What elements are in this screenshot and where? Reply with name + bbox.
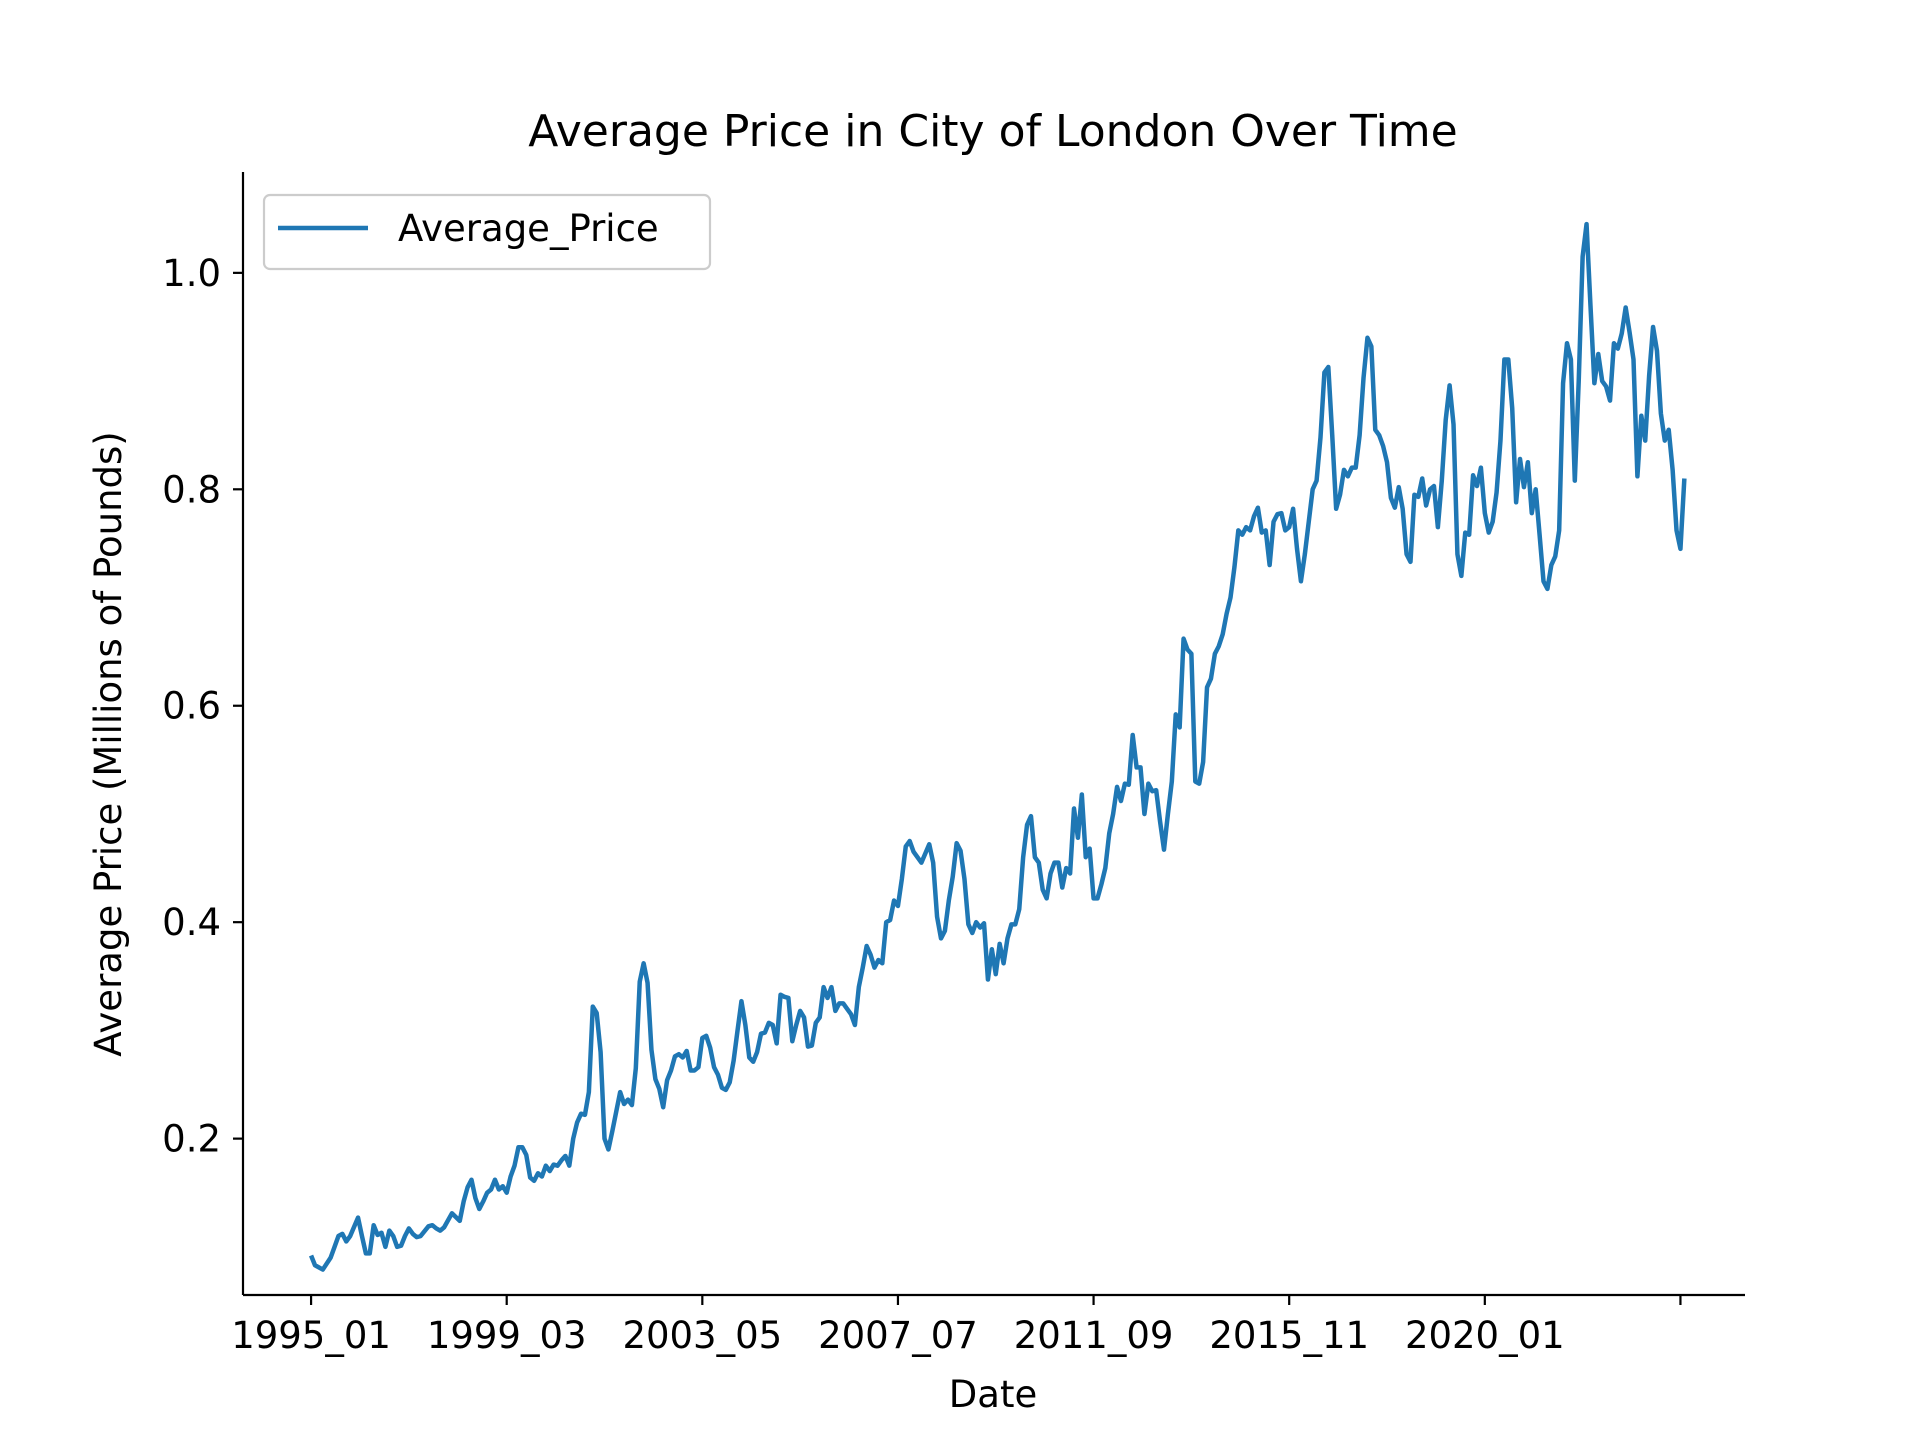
- x-tick-label: 1999_03: [427, 1314, 587, 1357]
- y-tick-label: 0.6: [162, 685, 221, 728]
- y-tick-label: 0.4: [162, 901, 221, 944]
- x-axis-label: Date: [949, 1373, 1037, 1416]
- plot-area: [308, 221, 1687, 1272]
- series-line-average-price: [308, 221, 1687, 1272]
- x-tick-label: 2015_11: [1209, 1314, 1369, 1357]
- y-tick-label: 0.2: [162, 1118, 221, 1161]
- x-tick-label: 2007_07: [818, 1314, 978, 1357]
- legend: Average_Price: [262, 193, 712, 271]
- chart-title: Average Price in City of London Over Tim…: [528, 106, 1457, 157]
- x-tick-label: 1995_01: [231, 1314, 391, 1357]
- x-tick-label: 2003_05: [622, 1314, 782, 1357]
- y-axis-label: Average Price (Millions of Pounds): [87, 431, 130, 1056]
- y-axis-ticks: 0.2 0.4 0.6 0.8 1.0: [162, 252, 243, 1161]
- x-tick-label: 2020_01: [1405, 1314, 1565, 1357]
- y-tick-label: 1.0: [162, 252, 221, 295]
- legend-label: Average_Price: [398, 207, 659, 250]
- y-tick-label: 0.8: [162, 468, 221, 511]
- x-axis-ticks: 1995_01 1999_03 2003_05 2007_07 2011_09 2015_…: [231, 1295, 1682, 1357]
- legend-box: [262, 193, 712, 271]
- x-tick-label: 2011_09: [1014, 1314, 1174, 1357]
